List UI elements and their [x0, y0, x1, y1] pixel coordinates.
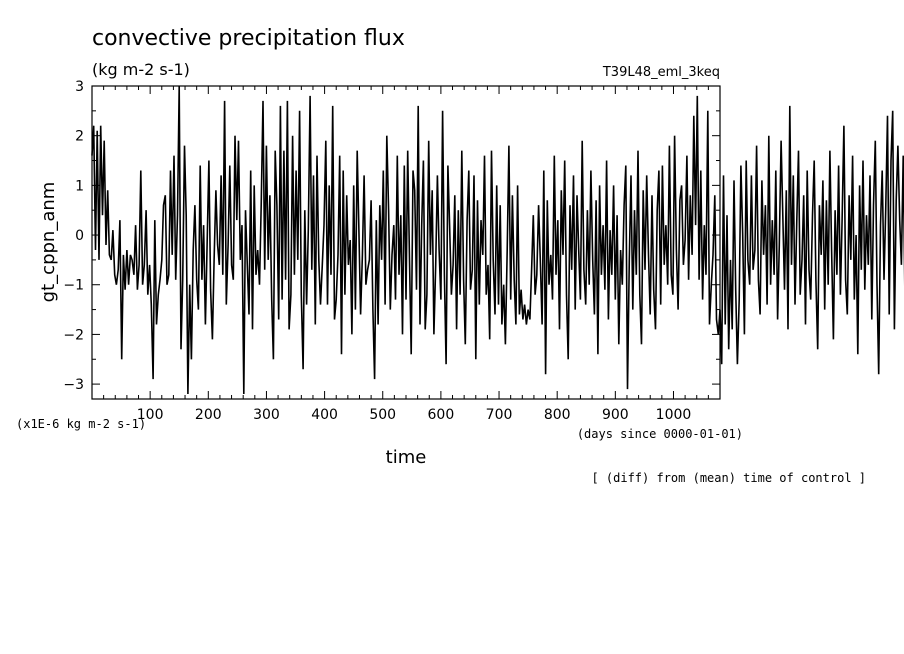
x-tick-label: 900: [602, 407, 629, 423]
x-tick-label: 100: [137, 407, 164, 423]
x-tick-label: 400: [311, 407, 338, 423]
y-tick-labels: −3 −2 −1 0 1 2 3: [63, 79, 84, 393]
run-name: T39L48_eml_3keq: [602, 65, 720, 80]
x-ticks: [103, 86, 721, 399]
x-tick-label: 1000: [656, 407, 692, 423]
y-scale-note: (x1E-6 kg m-2 s-1): [16, 417, 146, 431]
footnote: [ (diff) from (mean) time of control ]: [591, 471, 866, 485]
x-tick-label: 300: [253, 407, 280, 423]
x-tick-label: 500: [369, 407, 396, 423]
chart-units: (kg m-2 s-1): [92, 60, 190, 79]
series-line: [91, 85, 904, 395]
y-tick-label: 3: [75, 79, 84, 95]
y-tick-label: −3: [63, 377, 84, 393]
plot-frame: [91, 85, 721, 400]
x-axis-label: time: [386, 447, 427, 468]
x-tick-label: 200: [195, 407, 222, 423]
x-tick-label: 600: [428, 407, 455, 423]
y-tick-label: 1: [75, 178, 84, 194]
y-tick-label: −2: [63, 327, 84, 343]
y-tick-label: 0: [75, 228, 84, 244]
x-tick-label: 800: [544, 407, 571, 423]
chart-title: convective precipitation flux: [92, 26, 405, 51]
y-axis-label: gt_cppn_anm: [38, 182, 59, 303]
y-tick-label: 2: [75, 129, 84, 145]
x-units-label: (days since 0000-01-01): [577, 427, 743, 441]
x-tick-labels: 100 200 300 400 500 600 700 800 900 1000: [137, 407, 692, 423]
y-tick-label: −1: [63, 278, 84, 294]
x-tick-label: 700: [486, 407, 513, 423]
